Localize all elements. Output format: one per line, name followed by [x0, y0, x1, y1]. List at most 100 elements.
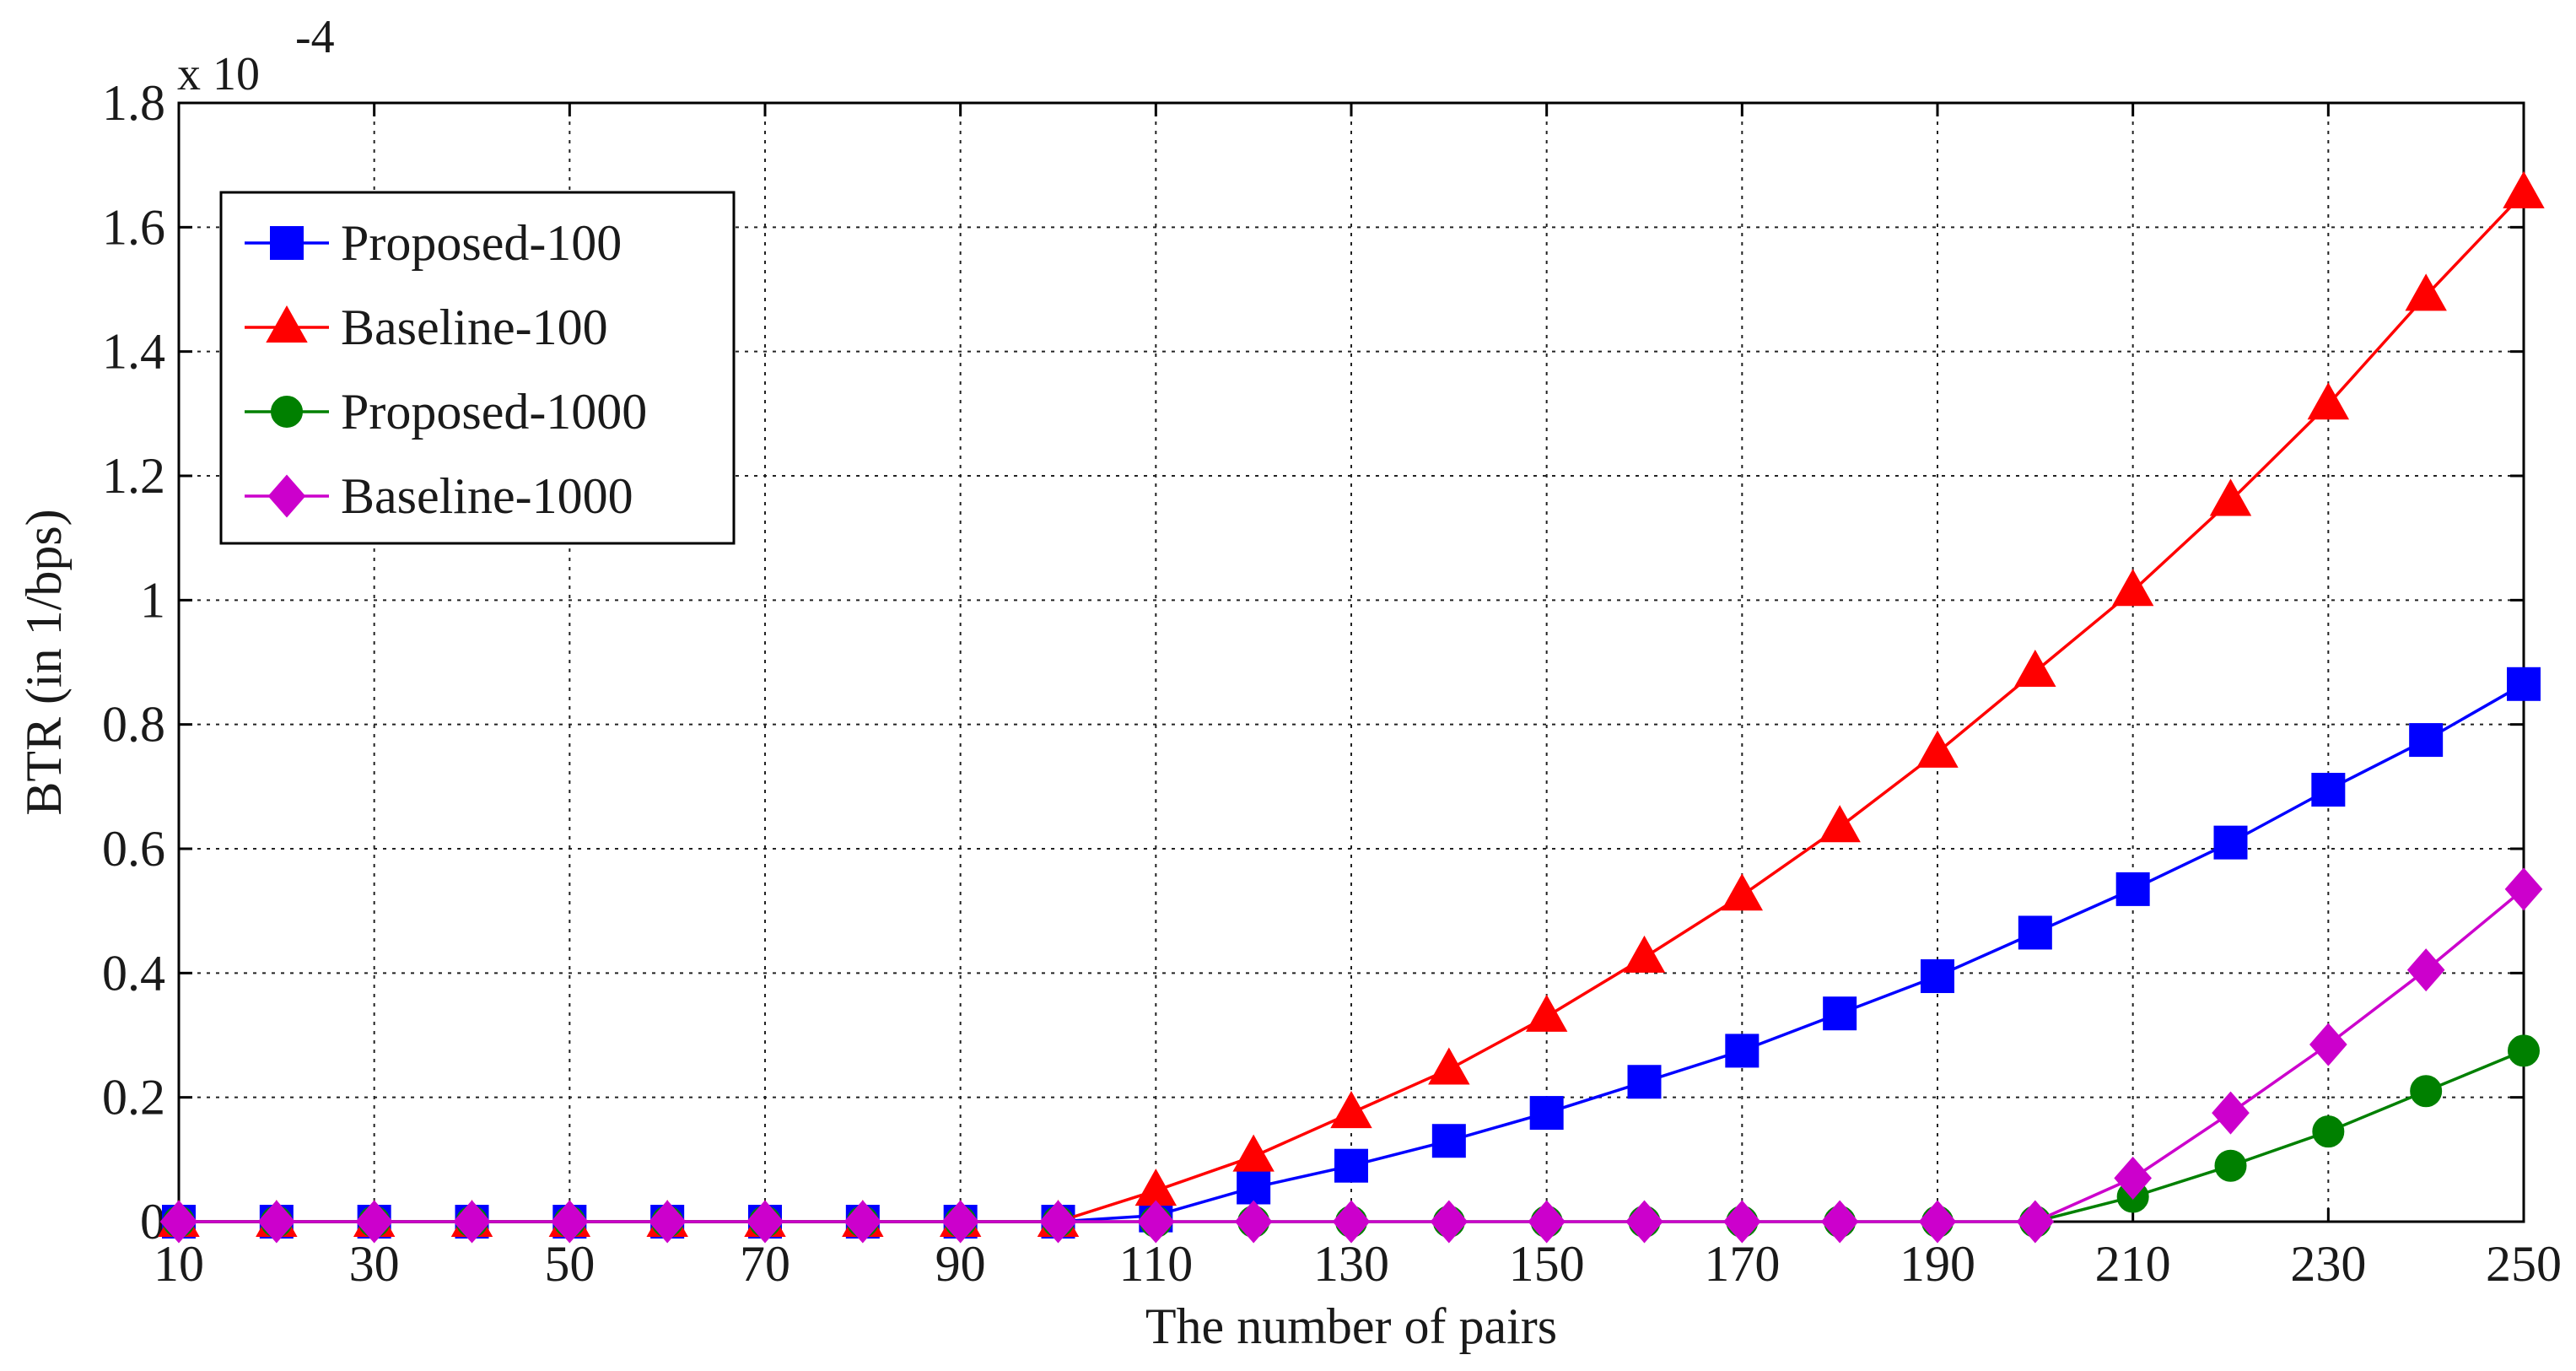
y-tick-label: 1 — [140, 572, 165, 628]
data-point-baseline-100 — [2503, 170, 2545, 208]
data-point-proposed-100 — [2213, 825, 2248, 860]
legend-box — [219, 191, 736, 545]
legend-entry: Baseline-100 — [245, 300, 608, 355]
data-point-proposed-100 — [2115, 872, 2150, 906]
data-point-baseline-100 — [2014, 650, 2056, 688]
y-tick-label: 0.8 — [102, 697, 165, 753]
data-point-baseline-100 — [2307, 382, 2350, 420]
legend-entry: Baseline-1000 — [245, 468, 633, 524]
data-point-baseline-1000 — [1625, 1200, 1663, 1244]
data-point-proposed-100 — [2311, 773, 2346, 807]
series-group — [158, 170, 2545, 1244]
x-tick-label: 110 — [1118, 1236, 1193, 1292]
data-point-baseline-1000 — [2406, 948, 2445, 992]
x-tick-label: 50 — [544, 1236, 595, 1292]
y-exponent-power: -4 — [295, 11, 335, 63]
data-point-baseline-1000 — [746, 1200, 784, 1244]
y-tick-label: 0.2 — [102, 1070, 165, 1125]
data-point-baseline-1000 — [648, 1200, 687, 1244]
data-point-baseline-1000 — [159, 1200, 198, 1244]
data-point-baseline-100 — [1721, 873, 1764, 911]
data-point-proposed-100 — [2507, 667, 2541, 701]
legend-label: Proposed-1000 — [341, 384, 647, 440]
data-point-proposed-1000 — [2312, 1115, 2345, 1148]
data-point-proposed-100 — [1725, 1034, 1760, 1068]
data-point-baseline-1000 — [1528, 1200, 1566, 1244]
data-point-baseline-1000 — [1234, 1200, 1273, 1244]
data-point-baseline-100 — [1232, 1134, 1275, 1172]
legend-marker — [266, 305, 308, 343]
data-point-baseline-1000 — [453, 1200, 491, 1244]
data-point-proposed-100 — [1237, 1170, 1271, 1205]
data-point-baseline-1000 — [2309, 1023, 2347, 1066]
x-axis-title: The number of pairs — [1145, 1298, 1557, 1354]
data-point-proposed-1000 — [2508, 1034, 2540, 1067]
x-tick-label: 150 — [1509, 1236, 1585, 1292]
legend-marker — [267, 474, 306, 518]
x-tick-label: 170 — [1704, 1236, 1780, 1292]
x-tick-label: 90 — [935, 1236, 986, 1292]
x-tick-label: 30 — [349, 1236, 400, 1292]
data-point-baseline-1000 — [1332, 1200, 1371, 1244]
data-point-baseline-1000 — [941, 1200, 979, 1244]
legend-label: Proposed-100 — [341, 215, 622, 271]
data-point-proposed-100 — [2018, 915, 2052, 950]
data-point-proposed-100 — [1823, 996, 1857, 1031]
data-point-baseline-1000 — [1820, 1200, 1859, 1244]
x-tick-label: 210 — [2095, 1236, 2171, 1292]
data-point-baseline-1000 — [1918, 1200, 1957, 1244]
data-point-baseline-1000 — [2016, 1200, 2055, 1244]
data-point-baseline-1000 — [2504, 867, 2543, 911]
legend-marker — [270, 226, 304, 260]
legend: Proposed-100 Baseline-100 Proposed-1000 Bas… — [219, 191, 736, 545]
y-axis-title: BTR (in 1/bps) — [16, 509, 72, 815]
y-tick-label: 0.4 — [102, 945, 165, 1001]
legend-marker — [271, 396, 303, 428]
data-point-baseline-100 — [1428, 1047, 1470, 1085]
data-point-baseline-1000 — [2114, 1156, 2152, 1200]
data-point-proposed-100 — [1529, 1096, 1564, 1131]
data-point-proposed-100 — [2409, 723, 2444, 758]
legend-label: Baseline-100 — [341, 300, 608, 355]
legend-label: Baseline-1000 — [341, 468, 633, 524]
x-tick-label: 190 — [1900, 1236, 1975, 1292]
data-point-baseline-1000 — [1430, 1200, 1469, 1244]
data-point-baseline-1000 — [1137, 1200, 1175, 1244]
data-point-proposed-1000 — [2214, 1149, 2247, 1182]
legend-entry: Proposed-1000 — [245, 384, 647, 440]
y-tick-label: 1.8 — [102, 75, 165, 131]
data-point-proposed-100 — [1921, 959, 1954, 994]
x-tick-label: 10 — [154, 1236, 204, 1292]
series-baseline-1000 — [159, 867, 2543, 1244]
legend-entry: Proposed-100 — [245, 215, 622, 271]
data-point-baseline-1000 — [843, 1200, 882, 1244]
data-point-baseline-1000 — [551, 1200, 589, 1244]
y-tick-label: 0.6 — [102, 821, 165, 877]
data-point-baseline-1000 — [1039, 1200, 1077, 1244]
x-tick-label: 250 — [2486, 1236, 2562, 1292]
y-tick-label: 1.4 — [102, 324, 165, 380]
data-point-proposed-1000 — [2410, 1075, 2443, 1108]
data-point-baseline-100 — [1330, 1091, 1372, 1129]
y-tick-label: 1.2 — [102, 448, 165, 504]
data-point-baseline-1000 — [257, 1200, 296, 1244]
y-exponent-base: x 10 — [177, 48, 260, 100]
data-point-proposed-100 — [1334, 1148, 1368, 1183]
x-tick-label: 230 — [2290, 1236, 2366, 1292]
data-point-baseline-100 — [2111, 569, 2154, 607]
data-point-baseline-1000 — [355, 1200, 393, 1244]
data-point-baseline-100 — [2405, 273, 2447, 311]
data-point-baseline-100 — [1623, 935, 1666, 973]
data-point-proposed-100 — [1627, 1065, 1662, 1099]
data-point-baseline-1000 — [2212, 1091, 2250, 1135]
data-point-baseline-100 — [2209, 478, 2252, 516]
y-tick-label: 1.6 — [102, 199, 165, 255]
axis-ticks: 10 30 50 70 90 110 130 150 170 190 210 230 25000.20.… — [102, 75, 2562, 1292]
x-tick-label: 70 — [740, 1236, 790, 1292]
data-point-baseline-100 — [1916, 730, 1959, 768]
data-point-baseline-100 — [1819, 805, 1861, 843]
data-point-baseline-1000 — [1723, 1200, 1761, 1244]
data-point-baseline-100 — [1525, 994, 1568, 1032]
